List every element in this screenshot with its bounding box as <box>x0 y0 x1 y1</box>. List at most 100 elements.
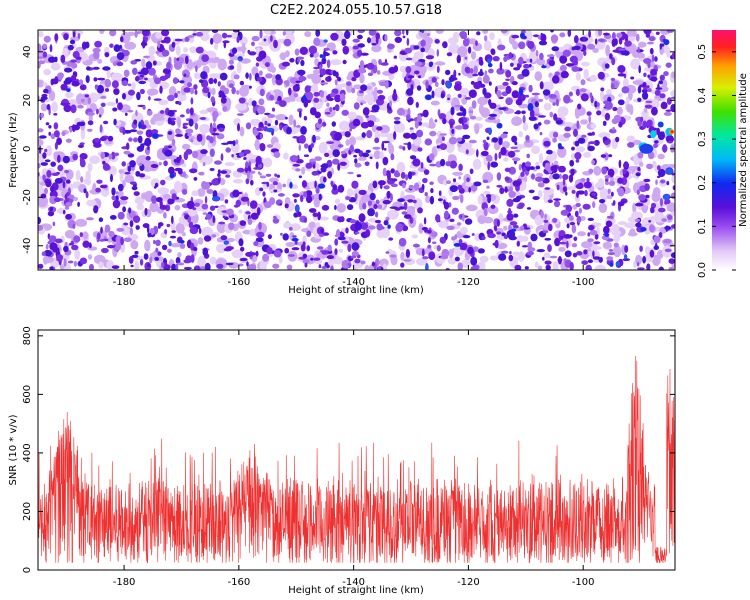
heatmap-cell <box>365 229 371 238</box>
heatmap-cell <box>67 44 74 51</box>
heatmap-cell <box>401 225 409 232</box>
heatmap-cell <box>514 264 522 270</box>
heatmap-cell <box>608 180 616 186</box>
colorbar-tick-label: 0.3 <box>697 131 708 147</box>
heatmap-y-axis-label: Frequency (Hz) <box>8 112 19 188</box>
heatmap-cell <box>293 93 299 98</box>
heatmap-cell <box>410 132 418 140</box>
heatmap-cell <box>162 68 171 75</box>
heatmap-cell <box>586 177 590 183</box>
heatmap-cell <box>447 97 451 101</box>
heatmap-cell <box>436 245 441 252</box>
heatmap-cell <box>642 256 646 264</box>
heatmap-hotspot <box>639 143 654 154</box>
heatmap-cell <box>378 180 386 186</box>
heatmap-cell <box>326 255 334 259</box>
heatmap-cell <box>151 195 157 204</box>
heatmap-cell <box>247 49 251 54</box>
colorbar-tick-label: 0.0 <box>697 262 708 278</box>
snr-x-tick-label: -180 <box>113 577 136 588</box>
heatmap-cell <box>605 177 609 183</box>
heatmap-cell <box>63 104 72 113</box>
heatmap-cell <box>563 234 571 239</box>
heatmap-cell <box>456 222 462 226</box>
heatmap-cell <box>300 125 307 135</box>
heatmap-cell <box>79 142 85 146</box>
heatmap-cell <box>527 41 535 49</box>
heatmap-cell <box>613 233 621 243</box>
heatmap-cell <box>136 203 144 211</box>
heatmap-cell <box>438 113 446 120</box>
heatmap-cell <box>591 131 595 136</box>
heatmap-cell <box>471 100 477 109</box>
heatmap-cell <box>183 47 188 53</box>
heatmap-cell <box>457 93 462 98</box>
heatmap-cell <box>665 225 669 233</box>
heatmap-cell <box>87 254 93 260</box>
heatmap-cell <box>632 80 645 85</box>
heatmap-cell <box>622 78 629 89</box>
heatmap-cell <box>129 227 133 235</box>
heatmap-hotspot <box>650 130 657 139</box>
heatmap-cell <box>111 195 116 201</box>
heatmap-cell <box>538 189 543 198</box>
heatmap-cell <box>508 190 516 198</box>
heatmap-cell <box>56 137 62 145</box>
heatmap-cell <box>425 94 432 100</box>
heatmap-cell <box>361 132 366 138</box>
heatmap-cell <box>414 61 423 67</box>
heatmap-cell <box>393 116 401 120</box>
heatmap-cell <box>54 33 59 42</box>
heatmap-cell <box>366 62 375 70</box>
heatmap-cell <box>607 188 611 195</box>
heatmap-y-tick-label: 40 <box>22 45 33 58</box>
heatmap-cell <box>594 100 598 108</box>
heatmap-cell <box>538 40 548 46</box>
heatmap-cell <box>580 178 586 182</box>
heatmap-cell <box>518 202 525 208</box>
heatmap-cell <box>312 134 316 143</box>
heatmap-cell <box>223 41 227 49</box>
heatmap-cell <box>331 188 339 195</box>
heatmap-cell <box>212 196 220 202</box>
heatmap-cell <box>342 59 347 65</box>
snr-x-tick-label: -160 <box>228 577 251 588</box>
heatmap-cell <box>323 176 327 183</box>
heatmap-cell <box>379 258 389 267</box>
heatmap-cell <box>645 100 653 104</box>
figure-title: C2E2.2024.055.10.57.G18 <box>270 3 442 18</box>
heatmap-cell <box>209 136 214 144</box>
heatmap-cell <box>365 149 371 153</box>
heatmap-cell <box>295 159 304 164</box>
heatmap-cell <box>576 251 583 256</box>
heatmap-cell <box>417 207 423 214</box>
heatmap-cell <box>631 211 643 221</box>
heatmap-cell <box>670 89 675 98</box>
snr-x-tick-label: -140 <box>342 577 365 588</box>
heatmap-cell <box>415 247 428 256</box>
heatmap-cell <box>231 154 234 158</box>
heatmap-cell <box>574 35 579 44</box>
heatmap-cell <box>593 241 601 245</box>
heatmap-cell <box>533 123 539 130</box>
heatmap-cell <box>440 158 446 167</box>
heatmap-cell <box>522 115 526 124</box>
heatmap-cell <box>135 109 138 117</box>
heatmap-cell <box>359 60 365 69</box>
heatmap-cell <box>556 184 560 191</box>
heatmap-cell <box>659 197 664 207</box>
heatmap-cell <box>246 261 249 267</box>
heatmap-cell <box>321 121 327 127</box>
heatmap-cell <box>439 236 447 244</box>
heatmap-cell <box>518 88 524 96</box>
heatmap-cell <box>462 235 471 239</box>
heatmap-cell <box>670 96 675 100</box>
heatmap-cell <box>94 137 100 143</box>
heatmap-cell <box>604 181 610 185</box>
heatmap-cell <box>219 72 228 81</box>
heatmap-cell <box>334 104 340 112</box>
heatmap-cell <box>604 152 609 161</box>
heatmap-cell <box>200 71 208 80</box>
heatmap-cell <box>534 261 539 268</box>
